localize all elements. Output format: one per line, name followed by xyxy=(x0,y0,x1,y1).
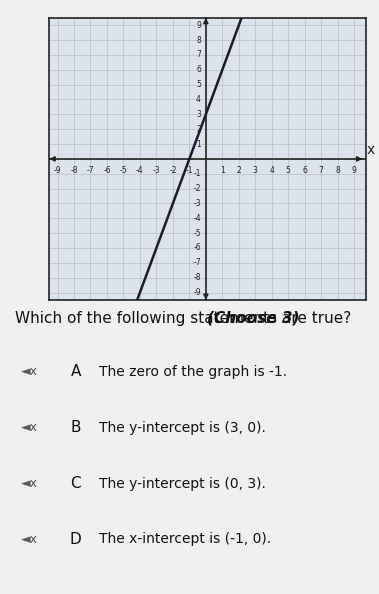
Text: 5: 5 xyxy=(196,80,201,89)
Text: B: B xyxy=(70,420,81,435)
Text: 6: 6 xyxy=(302,166,307,175)
Text: -8: -8 xyxy=(70,166,78,175)
Text: -6: -6 xyxy=(193,244,201,252)
Text: -2: -2 xyxy=(193,184,201,193)
Text: -5: -5 xyxy=(120,166,127,175)
Text: 7: 7 xyxy=(319,166,324,175)
Text: 8: 8 xyxy=(196,36,201,45)
Text: 1: 1 xyxy=(196,140,201,148)
Text: A: A xyxy=(70,364,81,380)
Text: 7: 7 xyxy=(196,50,201,59)
Text: ◄x: ◄x xyxy=(21,533,38,546)
Text: 9: 9 xyxy=(196,21,201,30)
Text: 4: 4 xyxy=(269,166,274,175)
Text: -3: -3 xyxy=(193,199,201,208)
Text: 5: 5 xyxy=(286,166,291,175)
Text: The y-intercept is (3, 0).: The y-intercept is (3, 0). xyxy=(99,421,266,435)
Text: -6: -6 xyxy=(103,166,111,175)
Text: 9: 9 xyxy=(352,166,357,175)
Text: -8: -8 xyxy=(193,273,201,282)
Text: The y-intercept is (0, 3).: The y-intercept is (0, 3). xyxy=(99,476,266,491)
Text: (Choose 3): (Choose 3) xyxy=(207,311,299,326)
Text: x: x xyxy=(366,143,375,157)
Text: 8: 8 xyxy=(335,166,340,175)
Text: -4: -4 xyxy=(136,166,144,175)
Text: 2: 2 xyxy=(196,125,201,134)
Text: 4: 4 xyxy=(196,95,201,104)
Text: 6: 6 xyxy=(196,65,201,74)
Text: -7: -7 xyxy=(87,166,94,175)
Text: -9: -9 xyxy=(54,166,61,175)
Text: -5: -5 xyxy=(193,229,201,238)
Text: -1: -1 xyxy=(186,166,193,175)
Text: -1: -1 xyxy=(193,169,201,178)
Text: -4: -4 xyxy=(193,214,201,223)
Text: -2: -2 xyxy=(169,166,177,175)
Text: 1: 1 xyxy=(220,166,225,175)
Text: -7: -7 xyxy=(193,258,201,267)
Text: ◄x: ◄x xyxy=(21,421,38,434)
Text: Which of the following statements are true?: Which of the following statements are tr… xyxy=(15,311,356,326)
Text: ◄x: ◄x xyxy=(21,365,38,378)
Text: ◄x: ◄x xyxy=(21,477,38,490)
Text: 3: 3 xyxy=(196,110,201,119)
Text: The x-intercept is (-1, 0).: The x-intercept is (-1, 0). xyxy=(99,532,271,546)
Text: D: D xyxy=(70,532,82,547)
Text: 3: 3 xyxy=(253,166,258,175)
Text: The zero of the graph is -1.: The zero of the graph is -1. xyxy=(99,365,288,379)
Text: -3: -3 xyxy=(153,166,160,175)
Text: C: C xyxy=(70,476,81,491)
Text: -9: -9 xyxy=(193,288,201,297)
Text: 2: 2 xyxy=(236,166,241,175)
